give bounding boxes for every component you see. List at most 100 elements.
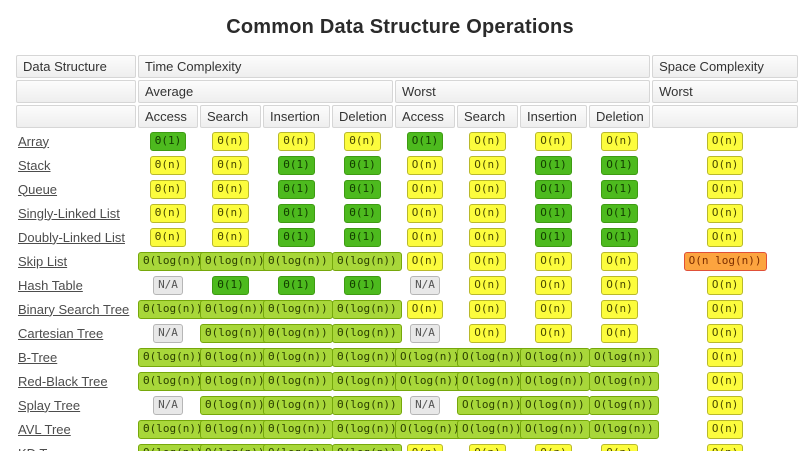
- complexity-badge: O(n): [706, 323, 744, 343]
- complexity-cell: Θ(1): [332, 154, 393, 176]
- table-row: B-Tree Θ(log(n)) Θ(log(n)) Θ(log(n)) Θ(log(n…: [16, 346, 798, 368]
- complexity-cell: O(n): [652, 274, 798, 296]
- complexity-cell: O(1): [589, 178, 650, 200]
- complexity-cell: Θ(log(n)): [263, 250, 333, 272]
- structure-name-cell: Stack: [16, 154, 136, 176]
- complexity-cell: Θ(log(n)): [200, 346, 270, 368]
- complexity-badge: Θ(1): [278, 275, 315, 295]
- complexity-cell: Θ(log(n)): [200, 322, 270, 344]
- structure-link[interactable]: Doubly-Linked List: [18, 229, 125, 245]
- table-row: Red-Black Tree Θ(log(n)) Θ(log(n)) Θ(log(n)…: [16, 370, 798, 392]
- complexity-badge: Θ(n): [149, 203, 187, 223]
- complexity-cell: Θ(log(n)): [263, 442, 333, 451]
- complexity-badge: Θ(log(n)): [263, 443, 333, 451]
- header-op-deletion-avg: Deletion: [332, 105, 393, 128]
- complexity-badge: O(n): [601, 299, 638, 319]
- complexity-cell: Θ(log(n)): [138, 418, 208, 440]
- structure-link[interactable]: Queue: [18, 181, 58, 197]
- structure-link[interactable]: Hash Table: [18, 277, 83, 293]
- complexity-badge: O(n): [601, 251, 638, 271]
- structure-link[interactable]: Singly-Linked List: [18, 205, 120, 221]
- structure-link[interactable]: Array: [18, 133, 50, 149]
- structure-link[interactable]: Splay Tree: [18, 397, 81, 413]
- complexity-badge: Θ(log(n)): [332, 419, 402, 439]
- complexity-badge: O(n): [535, 443, 572, 451]
- complexity-badge: O(log(n)): [457, 419, 527, 439]
- header-op-access-avg: Access: [138, 105, 198, 128]
- complexity-cell: O(log(n)): [395, 418, 465, 440]
- complexity-badge: Θ(log(n)): [200, 395, 270, 415]
- complexity-cell: O(n): [395, 178, 455, 200]
- structure-link[interactable]: Red-Black Tree: [18, 373, 108, 389]
- complexity-cell: O(n): [652, 202, 798, 224]
- complexity-badge: Θ(1): [344, 203, 381, 223]
- complexity-cell: Θ(n): [332, 130, 393, 152]
- complexity-badge: Θ(log(n)): [200, 251, 270, 271]
- header-row-operations: Access Search Insertion Deletion Access …: [16, 105, 799, 128]
- complexity-badge: N/A: [153, 275, 183, 295]
- structure-link[interactable]: B-Tree: [18, 349, 58, 365]
- complexity-badge: O(1): [535, 227, 572, 247]
- complexity-badge: Θ(log(n)): [200, 299, 270, 319]
- header-worst-space: Worst: [652, 80, 799, 103]
- complexity-badge: O(1): [601, 155, 638, 175]
- complexity-badge: O(n): [706, 419, 744, 439]
- complexity-cell: O(1): [589, 202, 650, 224]
- complexity-badge: O(log(n)): [395, 419, 465, 439]
- complexity-badge: O(n): [469, 299, 506, 319]
- table-row: Array Θ(1) Θ(n) Θ(n) Θ(n) O(1) O(n) O(n) O(n) O(n…: [16, 130, 798, 152]
- complexity-badge: Θ(n): [212, 179, 249, 199]
- complexity-cell: O(n): [457, 226, 518, 248]
- complexity-cell: O(log(n)): [395, 370, 465, 392]
- complexity-cell: O(1): [520, 226, 587, 248]
- complexity-badge: Θ(1): [278, 155, 315, 175]
- complexity-cell: O(n): [395, 202, 455, 224]
- complexity-cell: O(n): [589, 298, 650, 320]
- complexity-cell: O(n): [589, 442, 650, 451]
- complexity-badge: O(n): [706, 347, 744, 367]
- complexity-badge: O(n): [535, 131, 572, 151]
- table-row: Splay Tree N/A Θ(log(n)) Θ(log(n)) Θ(log(n))…: [16, 394, 798, 416]
- structure-link[interactable]: Cartesian Tree: [18, 325, 104, 341]
- table-row: Skip List Θ(log(n)) Θ(log(n)) Θ(log(n)) Θ(lo…: [16, 250, 798, 272]
- complexity-badge: O(log(n)): [520, 419, 590, 439]
- complexity-badge: O(1): [535, 155, 572, 175]
- complexity-badge: O(log(n)): [520, 371, 590, 391]
- structure-link[interactable]: Skip List: [18, 253, 68, 269]
- complexity-badge: Θ(log(n)): [332, 323, 402, 343]
- complexity-badge: O(n): [469, 275, 506, 295]
- complexity-badge: O(n): [601, 323, 638, 343]
- structure-link[interactable]: Binary Search Tree: [18, 301, 130, 317]
- complexity-badge: Θ(n): [149, 155, 187, 175]
- structure-link[interactable]: Stack: [18, 157, 51, 173]
- complexity-cell: O(n): [652, 442, 798, 451]
- complexity-badge: N/A: [410, 395, 440, 415]
- complexity-badge: N/A: [410, 275, 440, 295]
- complexity-badge: O(n): [469, 323, 506, 343]
- complexity-badge: O(n): [706, 203, 744, 223]
- structure-link[interactable]: KD Tree: [18, 446, 66, 451]
- complexity-badge: O(log(n)): [457, 395, 527, 415]
- structure-name-cell: Cartesian Tree: [16, 322, 136, 344]
- structure-link[interactable]: AVL Tree: [18, 421, 71, 437]
- complexity-cell: Θ(log(n)): [332, 250, 402, 272]
- structure-name-cell: Splay Tree: [16, 394, 136, 416]
- complexity-badge: Θ(1): [344, 227, 381, 247]
- complexity-cell: Θ(log(n)): [200, 250, 270, 272]
- complexity-badge: O(log(n)): [520, 395, 590, 415]
- complexity-cell: O(log(n)): [520, 394, 590, 416]
- complexity-cell: Θ(1): [332, 226, 393, 248]
- complexity-badge: Θ(log(n)): [332, 299, 402, 319]
- complexity-cell: O(n): [457, 250, 518, 272]
- complexity-cell: O(n): [652, 346, 798, 368]
- complexity-cell: Θ(n): [200, 154, 261, 176]
- header-op-access-worst: Access: [395, 105, 455, 128]
- header-worst-time: Worst: [395, 80, 651, 103]
- complexity-badge: O(n): [469, 131, 506, 151]
- header-time-complexity: Time Complexity: [138, 55, 651, 78]
- complexity-cell: O(n): [520, 130, 587, 152]
- complexity-cell: O(n): [457, 130, 518, 152]
- complexity-badge: Θ(log(n)): [138, 443, 208, 451]
- complexity-cell: Θ(log(n)): [263, 394, 333, 416]
- complexity-badge: O(log(n)): [589, 419, 659, 439]
